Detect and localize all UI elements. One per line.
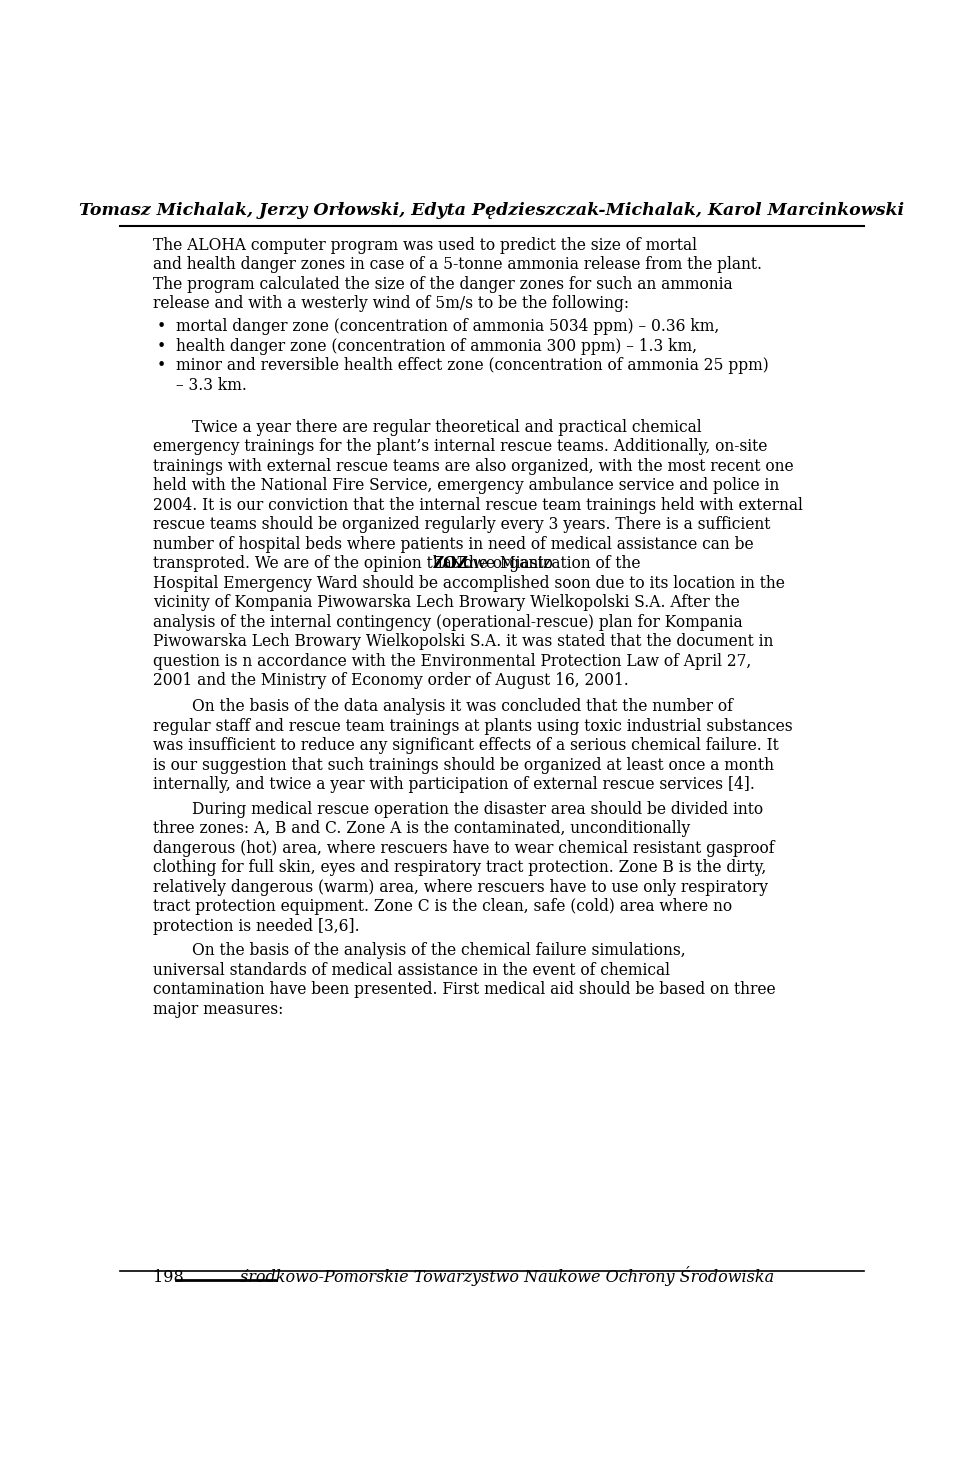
Text: 2004. It is our conviction that the internal rescue team trainings held with ext: 2004. It is our conviction that the inte…	[154, 496, 804, 514]
Text: Tomasz Michalak, Jerzy Orłowski, Edyta Pędzieszczak-Michalak, Karol Marcinkowski: Tomasz Michalak, Jerzy Orłowski, Edyta P…	[80, 202, 904, 218]
Text: release and with a westerly wind of 5m/s to be the following:: release and with a westerly wind of 5m/s…	[154, 296, 630, 312]
Text: major measures:: major measures:	[154, 1000, 284, 1018]
Text: mortal danger zone (concentration of ammonia 5034 ppm) – 0.36 km,: mortal danger zone (concentration of amm…	[176, 318, 719, 336]
Text: Hospital Emergency Ward should be accomplished soon due to its location in the: Hospital Emergency Ward should be accomp…	[154, 574, 785, 592]
Text: •: •	[156, 318, 165, 336]
Text: and health danger zones in case of a 5-tonne ammonia release from the plant.: and health danger zones in case of a 5-t…	[154, 256, 762, 274]
Text: – 3.3 km.: – 3.3 km.	[176, 377, 247, 393]
Text: universal standards of medical assistance in the event of chemical: universal standards of medical assistanc…	[154, 962, 670, 978]
Text: Twice a year there are regular theoretical and practical chemical: Twice a year there are regular theoretic…	[154, 418, 702, 436]
Text: held with the National Fire Service, emergency ambulance service and police in: held with the National Fire Service, eme…	[154, 477, 780, 495]
Text: three zones: A, B and C. Zone A is the contaminated, unconditionally: three zones: A, B and C. Zone A is the c…	[154, 820, 691, 837]
Text: During medical rescue operation the disaster area should be divided into: During medical rescue operation the disa…	[154, 801, 763, 818]
Text: Piwowarska Lech Browary Wielkopolski S.A. it was stated that the document in: Piwowarska Lech Browary Wielkopolski S.A…	[154, 633, 774, 651]
Text: On the basis of the analysis of the chemical failure simulations,: On the basis of the analysis of the chem…	[154, 943, 686, 959]
Text: minor and reversible health effect zone (concentration of ammonia 25 ppm): minor and reversible health effect zone …	[176, 358, 769, 374]
Text: was insufficient to reduce any significant effects of a serious chemical failure: was insufficient to reduce any significa…	[154, 736, 780, 754]
Text: The program calculated the size of the danger zones for such an ammonia: The program calculated the size of the d…	[154, 275, 733, 293]
Text: rescue teams should be organized regularly every 3 years. There is a sufficient: rescue teams should be organized regular…	[154, 517, 771, 533]
Text: •: •	[156, 337, 165, 355]
Text: relatively dangerous (warm) area, where rescuers have to use only respiratory: relatively dangerous (warm) area, where …	[154, 879, 768, 896]
Text: ZOZ: ZOZ	[432, 555, 468, 573]
Text: is our suggestion that such trainings should be organized at least once a month: is our suggestion that such trainings sh…	[154, 757, 775, 773]
Text: dangerous (hot) area, where rescuers have to wear chemical resistant gasproof: dangerous (hot) area, where rescuers hav…	[154, 840, 775, 857]
Text: regular staff and rescue team trainings at plants using toxic industrial substan: regular staff and rescue team trainings …	[154, 717, 793, 735]
Text: The ALOHA computer program was used to predict the size of mortal: The ALOHA computer program was used to p…	[154, 237, 698, 253]
Text: vicinity of Kompania Piwowarska Lech Browary Wielkopolski S.A. After the: vicinity of Kompania Piwowarska Lech Bro…	[154, 595, 740, 611]
Text: health danger zone (concentration of ammonia 300 ppm) – 1.3 km,: health danger zone (concentration of amm…	[176, 337, 697, 355]
Text: question is n accordance with the Environmental Protection Law of April 27,: question is n accordance with the Enviro…	[154, 653, 752, 670]
Text: Nowe Miasto: Nowe Miasto	[445, 555, 553, 573]
Text: •: •	[156, 358, 165, 374]
Text: transproted. We are of the opinion that the organization of the: transproted. We are of the opinion that …	[154, 555, 646, 573]
Text: contamination have been presented. First medical aid should be based on three: contamination have been presented. First…	[154, 981, 776, 999]
Text: trainings with external rescue teams are also organized, with the most recent on: trainings with external rescue teams are…	[154, 458, 794, 474]
Text: number of hospital beds where patients in need of medical assistance can be: number of hospital beds where patients i…	[154, 536, 755, 552]
Text: protection is needed [3,6].: protection is needed [3,6].	[154, 918, 360, 935]
Text: 2001 and the Ministry of Economy order of August 16, 2001.: 2001 and the Ministry of Economy order o…	[154, 672, 629, 689]
Text: 198: 198	[154, 1270, 184, 1286]
Text: tract protection equipment. Zone C is the clean, safe (cold) area where no: tract protection equipment. Zone C is th…	[154, 899, 732, 915]
Text: analysis of the internal contingency (operational-rescue) plan for Kompania: analysis of the internal contingency (op…	[154, 614, 743, 630]
Text: emergency trainings for the plant’s internal rescue teams. Additionally, on-site: emergency trainings for the plant’s inte…	[154, 439, 768, 455]
Text: clothing for full skin, eyes and respiratory tract protection. Zone B is the dir: clothing for full skin, eyes and respira…	[154, 859, 767, 876]
Text: środkowo-Pomorskie Towarzystwo Naukowe Ochrony Środowiska: środkowo-Pomorskie Towarzystwo Naukowe O…	[240, 1265, 774, 1286]
Text: On the basis of the data analysis it was concluded that the number of: On the basis of the data analysis it was…	[154, 698, 733, 716]
Text: internally, and twice a year with participation of external rescue services [4].: internally, and twice a year with partic…	[154, 776, 756, 792]
